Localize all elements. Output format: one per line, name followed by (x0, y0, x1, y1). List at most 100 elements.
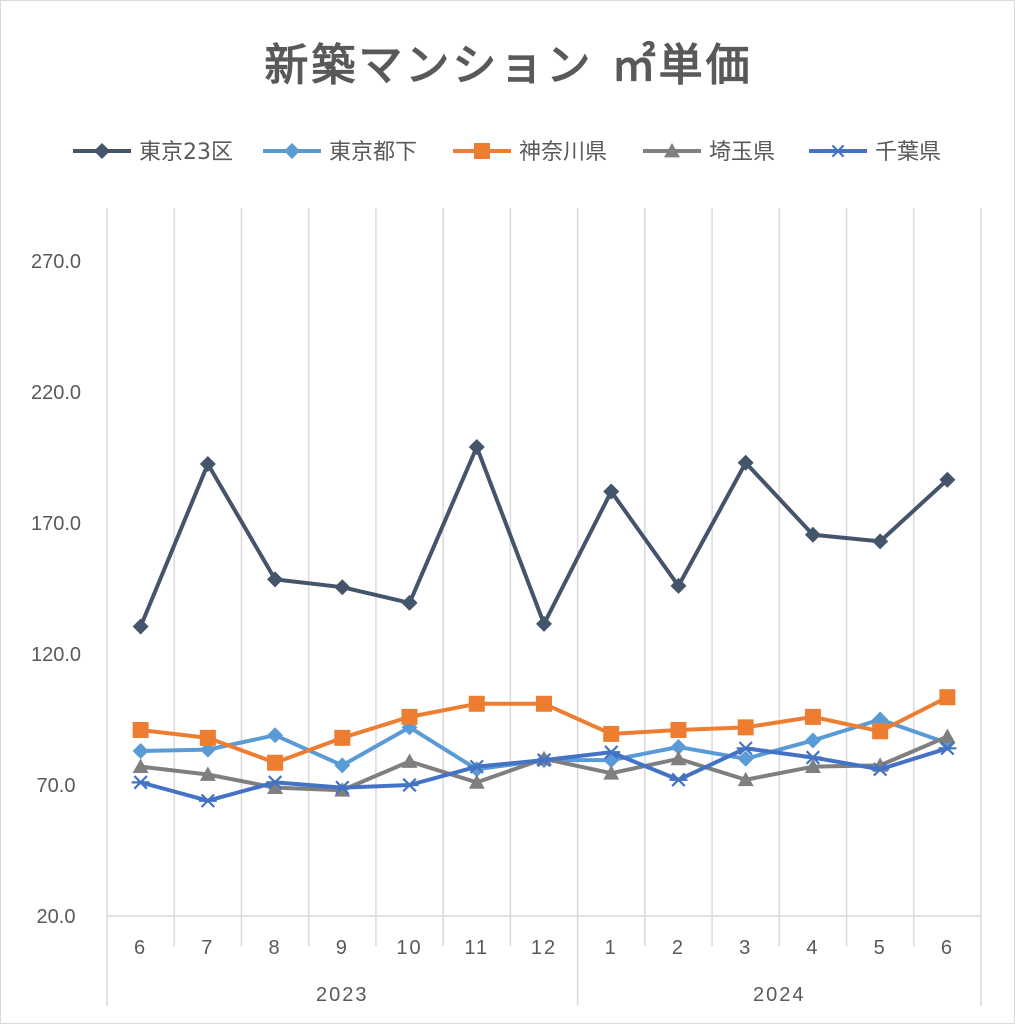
data-point-star (198, 793, 217, 808)
data-point-triangle (401, 753, 418, 768)
x-tick-label: 12 (531, 937, 557, 959)
legend-label: 千葉県 (875, 140, 941, 165)
data-point-square (804, 708, 821, 725)
legend-label: 東京都下 (329, 140, 417, 165)
data-point-diamond (603, 483, 620, 500)
star-stroke (536, 753, 552, 768)
data-point-star (467, 759, 486, 774)
data-point-star (333, 780, 352, 795)
series-2 (132, 689, 956, 771)
x-tick-label: 8 (269, 937, 282, 959)
star-stroke (402, 777, 417, 793)
series-line (138, 445, 949, 628)
data-point-square (872, 723, 889, 740)
data-point-square (132, 721, 149, 738)
star-stroke (604, 745, 619, 760)
data-point-square (939, 689, 956, 706)
data-point-diamond (737, 454, 754, 471)
data-point-triangle (670, 750, 687, 766)
data-point-square (670, 721, 687, 738)
data-point-diamond (804, 732, 821, 749)
data-point-star (602, 745, 621, 760)
data-point-diamond (132, 742, 149, 759)
data-point-square (737, 719, 754, 736)
data-point-diamond (670, 577, 687, 594)
data-point-diamond (334, 757, 351, 774)
star-stroke (671, 772, 686, 787)
star-stroke (335, 780, 350, 795)
x-tick-label: 6 (134, 937, 147, 959)
x-tick-label: 6 (941, 937, 954, 959)
data-point-square (267, 754, 284, 771)
data-point-square (334, 729, 351, 746)
data-point-diamond (267, 571, 284, 588)
data-point-square (468, 695, 485, 712)
data-point-star (830, 144, 846, 158)
data-point-triangle (737, 771, 754, 787)
star-stroke (940, 741, 955, 756)
data-point-star (131, 775, 150, 790)
y-tick-label: 70.0 (37, 775, 76, 797)
data-point-diamond (737, 750, 754, 767)
data-point-triangle (468, 774, 485, 789)
data-point-square (536, 695, 552, 712)
x-tick-label: 4 (806, 937, 819, 959)
x-tick-label: 3 (739, 937, 752, 959)
data-point-diamond (284, 143, 300, 159)
data-point-star (736, 741, 755, 756)
x-tick-label: 10 (396, 937, 422, 959)
star-stroke (267, 775, 283, 790)
legend-item: 東京都下 (263, 140, 417, 165)
series-4 (131, 741, 957, 808)
data-point-diamond (401, 594, 418, 611)
grid-layer (106, 208, 982, 1006)
legend-label: 東京23区 (139, 140, 233, 165)
data-point-diamond (199, 456, 216, 473)
legend: 東京23区 東京都下 神奈川県 埼玉県 千葉県 (73, 140, 941, 165)
legend-item: 千葉県 (809, 140, 941, 165)
data-point-diamond (132, 618, 149, 635)
star-stroke (133, 775, 148, 790)
data-point-triangle (132, 758, 149, 774)
y-tick-label: 20.0 (37, 906, 76, 928)
star-stroke (805, 750, 821, 765)
data-point-triangle (939, 728, 956, 743)
data-point-diamond (267, 727, 284, 744)
x-tick-label: 5 (874, 937, 887, 959)
data-point-star (400, 777, 419, 793)
y-tick-label: 170.0 (31, 513, 81, 535)
data-point-triangle (664, 143, 680, 158)
y-tick-label: 220.0 (31, 382, 81, 404)
data-point-star (669, 772, 688, 787)
data-point-square (603, 725, 620, 742)
star-stroke (469, 759, 484, 774)
legend-item: 埼玉県 (643, 140, 775, 165)
legend-label: 神奈川県 (519, 140, 607, 165)
x-tick-label: 7 (201, 937, 214, 959)
y-tick-label: 270.0 (31, 251, 81, 273)
data-point-diamond (939, 471, 956, 488)
star-stroke (200, 793, 215, 808)
data-point-diamond (468, 439, 485, 456)
y-tick-label: 120.0 (31, 644, 81, 666)
legend-item: 東京23区 (73, 140, 233, 165)
data-point-diamond (94, 143, 110, 159)
data-point-square (401, 708, 418, 725)
x-group-label: 2023 (316, 984, 369, 1006)
series-layer (131, 439, 957, 808)
series-0 (132, 439, 956, 635)
data-point-triangle (804, 758, 821, 774)
x-tick-label: 11 (464, 937, 489, 959)
x-tick-label: 2 (672, 937, 685, 959)
data-point-diamond (872, 533, 889, 550)
data-point-diamond (804, 526, 821, 543)
data-point-star (535, 753, 553, 768)
x-tick-label: 9 (336, 937, 349, 959)
data-point-square (474, 143, 490, 159)
data-point-triangle (199, 766, 216, 781)
star-stroke (831, 144, 845, 158)
data-point-star (938, 741, 957, 756)
